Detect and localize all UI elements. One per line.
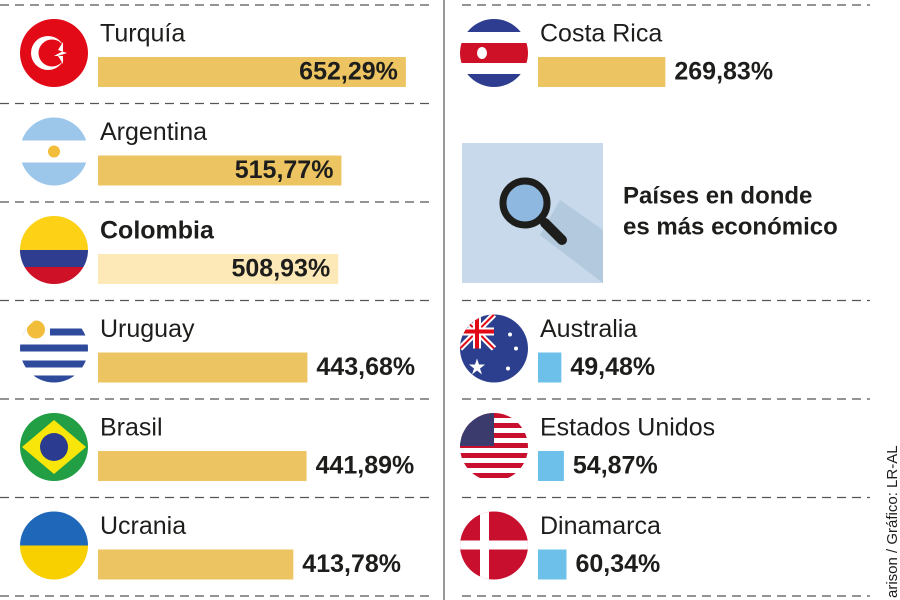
value-label: 652,29%	[299, 58, 398, 86]
credit: arison / Gráfico: LR-AL	[884, 445, 900, 598]
country-name: Estados Unidos	[540, 414, 715, 442]
callout-line: Países en donde	[623, 182, 812, 209]
flag-denmark	[460, 511, 528, 580]
bar	[538, 549, 567, 580]
bar	[98, 352, 308, 383]
value-label: 54,87%	[573, 452, 658, 480]
country-name: Colombia	[100, 217, 215, 245]
country-name: Brasil	[100, 414, 163, 442]
bar	[98, 549, 294, 580]
flag-ukraine	[20, 511, 88, 580]
flag-turkey	[20, 19, 88, 87]
flag-australia	[460, 314, 528, 383]
value-label: 413,78%	[302, 550, 401, 578]
value-label: 60,34%	[575, 550, 660, 578]
flag-usa	[460, 413, 528, 481]
country-name: Uruguay	[100, 315, 195, 343]
bar	[538, 451, 564, 481]
bar	[538, 352, 562, 383]
value-label: 443,68%	[316, 353, 415, 381]
country-name: Costa Rica	[540, 20, 662, 48]
country-name: Dinamarca	[540, 512, 661, 540]
bar	[98, 57, 406, 87]
magnifier-icon	[462, 143, 603, 283]
country-name: Ucrania	[100, 512, 186, 540]
value-label: 508,93%	[232, 255, 331, 283]
country-name: Turquía	[100, 20, 185, 48]
value-label: 441,89%	[316, 452, 415, 480]
bar	[98, 451, 307, 481]
bar	[98, 254, 339, 284]
country-name: Argentina	[100, 118, 207, 146]
flag-colombia	[20, 216, 88, 284]
value-label: 515,77%	[235, 156, 334, 184]
callout-line: es más económico	[623, 213, 838, 240]
flag-uruguay	[20, 314, 88, 383]
value-label: 49,48%	[570, 353, 655, 381]
flag-costa-rica	[460, 19, 528, 87]
country-name: Australia	[540, 315, 637, 343]
flag-brasil	[20, 413, 88, 481]
bar	[538, 57, 666, 87]
flag-argentina	[20, 117, 88, 186]
value-label: 269,83%	[674, 58, 773, 86]
bar	[98, 155, 342, 186]
